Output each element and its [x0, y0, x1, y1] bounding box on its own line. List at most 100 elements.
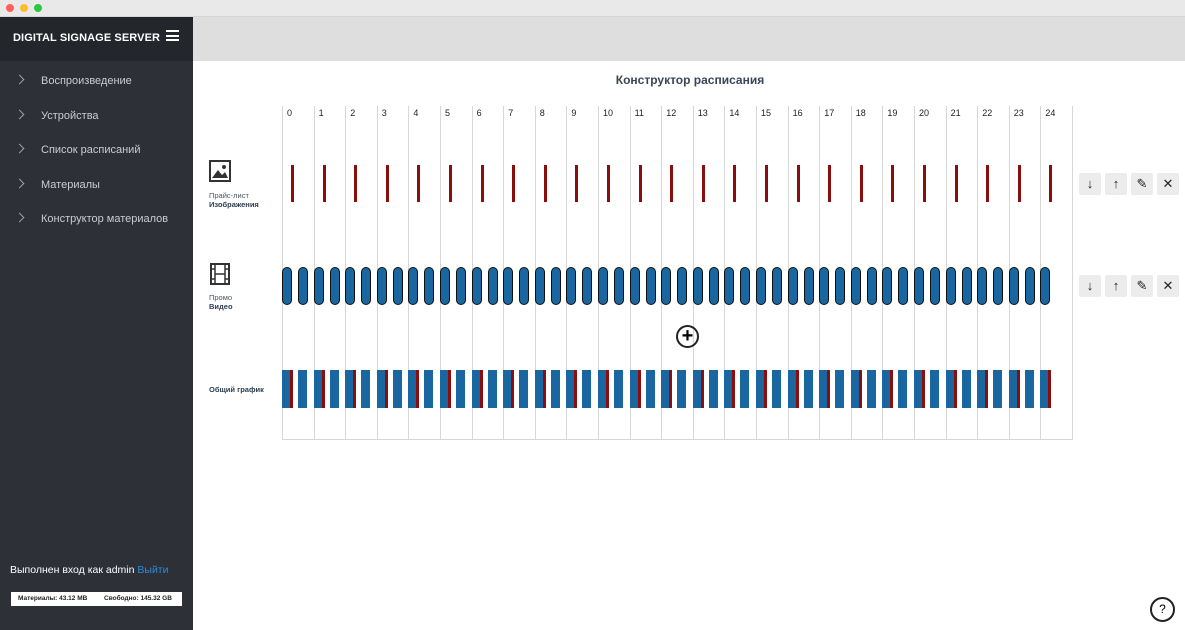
edit-button[interactable]: ✎	[1131, 275, 1153, 297]
add-circle-icon[interactable]: +	[676, 325, 699, 348]
video-slot-mark[interactable]	[772, 267, 782, 305]
video-slot-mark[interactable]	[866, 267, 877, 305]
delete-button[interactable]: ✕	[1157, 275, 1179, 297]
video-slot-mark[interactable]	[471, 267, 482, 305]
video-slot-mark[interactable]	[582, 267, 593, 305]
combined-video-block	[566, 370, 576, 408]
video-slot-mark[interactable]	[945, 267, 956, 305]
video-slot-mark[interactable]	[519, 267, 530, 305]
image-slot-mark[interactable]	[543, 165, 547, 202]
video-slot-mark[interactable]	[677, 267, 688, 305]
image-slot-mark[interactable]	[385, 165, 389, 202]
hour-label: 19	[887, 108, 898, 118]
video-slot-mark[interactable]	[598, 267, 608, 305]
video-slot-mark[interactable]	[692, 267, 703, 305]
row-type: Видео	[209, 302, 233, 311]
image-slot-mark[interactable]	[480, 165, 484, 202]
image-slot-mark[interactable]	[354, 165, 358, 202]
video-slot-mark[interactable]	[282, 267, 292, 305]
hamburger-menu-icon[interactable]	[166, 30, 179, 41]
video-slot-mark[interactable]	[756, 267, 766, 305]
video-slot-mark[interactable]	[930, 267, 940, 305]
move-down-button[interactable]: ↓	[1079, 275, 1101, 297]
video-slot-mark[interactable]	[566, 267, 577, 305]
window-close-icon[interactable]	[6, 4, 14, 12]
logout-link[interactable]: Выйти	[137, 564, 169, 576]
window-minimize-icon[interactable]	[20, 4, 28, 12]
video-slot-mark[interactable]	[1024, 267, 1035, 305]
video-slot-mark[interactable]	[298, 267, 308, 305]
sidebar-item-playback[interactable]: Воспроизведение	[0, 68, 193, 98]
move-down-button[interactable]: ↓	[1079, 173, 1101, 195]
video-slot-mark[interactable]	[345, 267, 356, 305]
video-slot-mark[interactable]	[408, 267, 419, 305]
video-slot-mark[interactable]	[329, 267, 340, 305]
video-slot-mark[interactable]	[708, 267, 719, 305]
video-slot-mark[interactable]	[392, 267, 403, 305]
image-slot-mark[interactable]	[923, 165, 926, 202]
video-slot-mark[interactable]	[914, 267, 924, 305]
image-slot-mark[interactable]	[449, 165, 452, 202]
video-slot-mark[interactable]	[614, 267, 624, 305]
image-slot-mark[interactable]	[638, 165, 642, 202]
image-slot-mark[interactable]	[765, 165, 768, 202]
image-slot-mark[interactable]	[417, 165, 421, 202]
combined-image-block	[479, 370, 483, 408]
video-slot-mark[interactable]	[787, 267, 798, 305]
video-slot-mark[interactable]	[440, 267, 450, 305]
image-slot-mark[interactable]	[796, 165, 800, 202]
video-slot-mark[interactable]	[376, 267, 387, 305]
image-slot-mark[interactable]	[291, 165, 294, 202]
image-slot-mark[interactable]	[670, 165, 674, 202]
video-slot-mark[interactable]	[898, 267, 909, 305]
move-up-button[interactable]: ↑	[1105, 275, 1127, 297]
video-slot-mark[interactable]	[819, 267, 830, 305]
image-slot-mark[interactable]	[512, 165, 516, 202]
video-slot-mark[interactable]	[724, 267, 735, 305]
video-slot-mark[interactable]	[534, 267, 545, 305]
video-slot-mark[interactable]	[1040, 267, 1051, 305]
sidebar-item-schedules[interactable]: Список расписаний	[0, 137, 193, 167]
image-slot-mark[interactable]	[859, 165, 863, 202]
combined-video-block	[645, 370, 655, 408]
video-slot-mark[interactable]	[977, 267, 988, 305]
image-slot-mark[interactable]	[986, 165, 990, 202]
image-slot-mark[interactable]	[701, 165, 705, 202]
sidebar-item-materials[interactable]: Материалы	[0, 172, 193, 202]
video-slot-mark[interactable]	[803, 267, 814, 305]
video-slot-mark[interactable]	[740, 267, 751, 305]
video-slot-mark[interactable]	[503, 267, 514, 305]
video-slot-mark[interactable]	[961, 267, 972, 305]
image-slot-mark[interactable]	[575, 165, 579, 202]
window-maximize-icon[interactable]	[34, 4, 42, 12]
edit-button[interactable]: ✎	[1131, 173, 1153, 195]
image-slot-mark[interactable]	[322, 165, 326, 202]
image-slot-mark[interactable]	[733, 165, 737, 202]
sidebar-item-material-builder[interactable]: Конструктор материалов	[0, 206, 193, 236]
video-slot-mark[interactable]	[661, 267, 672, 305]
hour-label: 2	[350, 108, 356, 118]
video-slot-mark[interactable]	[487, 267, 498, 305]
delete-button[interactable]: ✕	[1157, 173, 1179, 195]
image-slot-mark[interactable]	[954, 165, 958, 202]
sidebar-item-devices[interactable]: Устройства	[0, 103, 193, 133]
help-button[interactable]: ?	[1150, 597, 1175, 622]
video-slot-mark[interactable]	[645, 267, 656, 305]
video-slot-mark[interactable]	[629, 267, 640, 305]
video-slot-mark[interactable]	[882, 267, 893, 305]
video-slot-mark[interactable]	[313, 267, 324, 305]
video-slot-mark[interactable]	[993, 267, 1004, 305]
video-slot-mark[interactable]	[850, 267, 861, 305]
move-up-button[interactable]: ↑	[1105, 173, 1127, 195]
video-slot-mark[interactable]	[424, 267, 435, 305]
image-slot-mark[interactable]	[607, 165, 610, 202]
image-slot-mark[interactable]	[1017, 165, 1021, 202]
video-slot-mark[interactable]	[835, 267, 846, 305]
image-slot-mark[interactable]	[828, 165, 832, 202]
video-slot-mark[interactable]	[361, 267, 372, 305]
video-slot-mark[interactable]	[456, 267, 466, 305]
image-slot-mark[interactable]	[1049, 165, 1053, 202]
image-slot-mark[interactable]	[891, 165, 895, 202]
video-slot-mark[interactable]	[1008, 267, 1019, 305]
video-slot-mark[interactable]	[550, 267, 561, 305]
